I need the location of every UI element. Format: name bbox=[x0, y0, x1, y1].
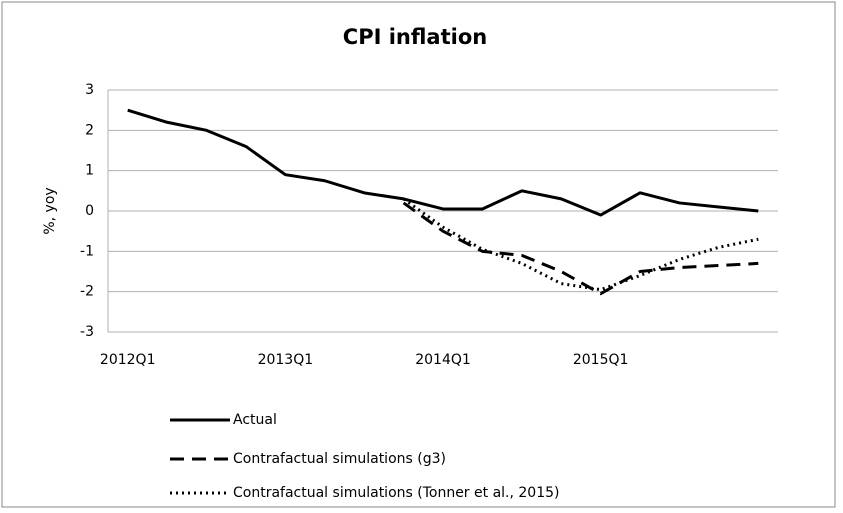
series-line bbox=[402, 197, 759, 292]
x-tick-label: 2014Q1 bbox=[415, 352, 471, 368]
y-tick-label: -2 bbox=[80, 284, 94, 300]
legend-label: Contrafactual simulations (g3) bbox=[233, 451, 446, 467]
legend-label: Contrafactual simulations (Tonner et al.… bbox=[233, 485, 559, 501]
chart-border bbox=[1, 1, 836, 508]
series-line bbox=[402, 201, 759, 296]
x-tick-label: 2013Q1 bbox=[258, 352, 314, 368]
y-tick-label: -3 bbox=[80, 324, 94, 340]
y-tick-label: 1 bbox=[85, 163, 94, 179]
series-line bbox=[127, 108, 759, 217]
legend-label: Actual bbox=[233, 412, 277, 428]
x-tick-label: 2012Q1 bbox=[100, 352, 156, 368]
y-tick-label: 2 bbox=[85, 122, 94, 138]
chart-title: CPI inflation bbox=[343, 25, 487, 49]
y-tick-label: 0 bbox=[85, 203, 94, 219]
y-tick-label: -1 bbox=[80, 243, 94, 259]
y-axis-label: %, yoy bbox=[42, 187, 58, 234]
y-tick-label: 3 bbox=[85, 82, 94, 98]
x-tick-label: 2015Q1 bbox=[573, 352, 629, 368]
